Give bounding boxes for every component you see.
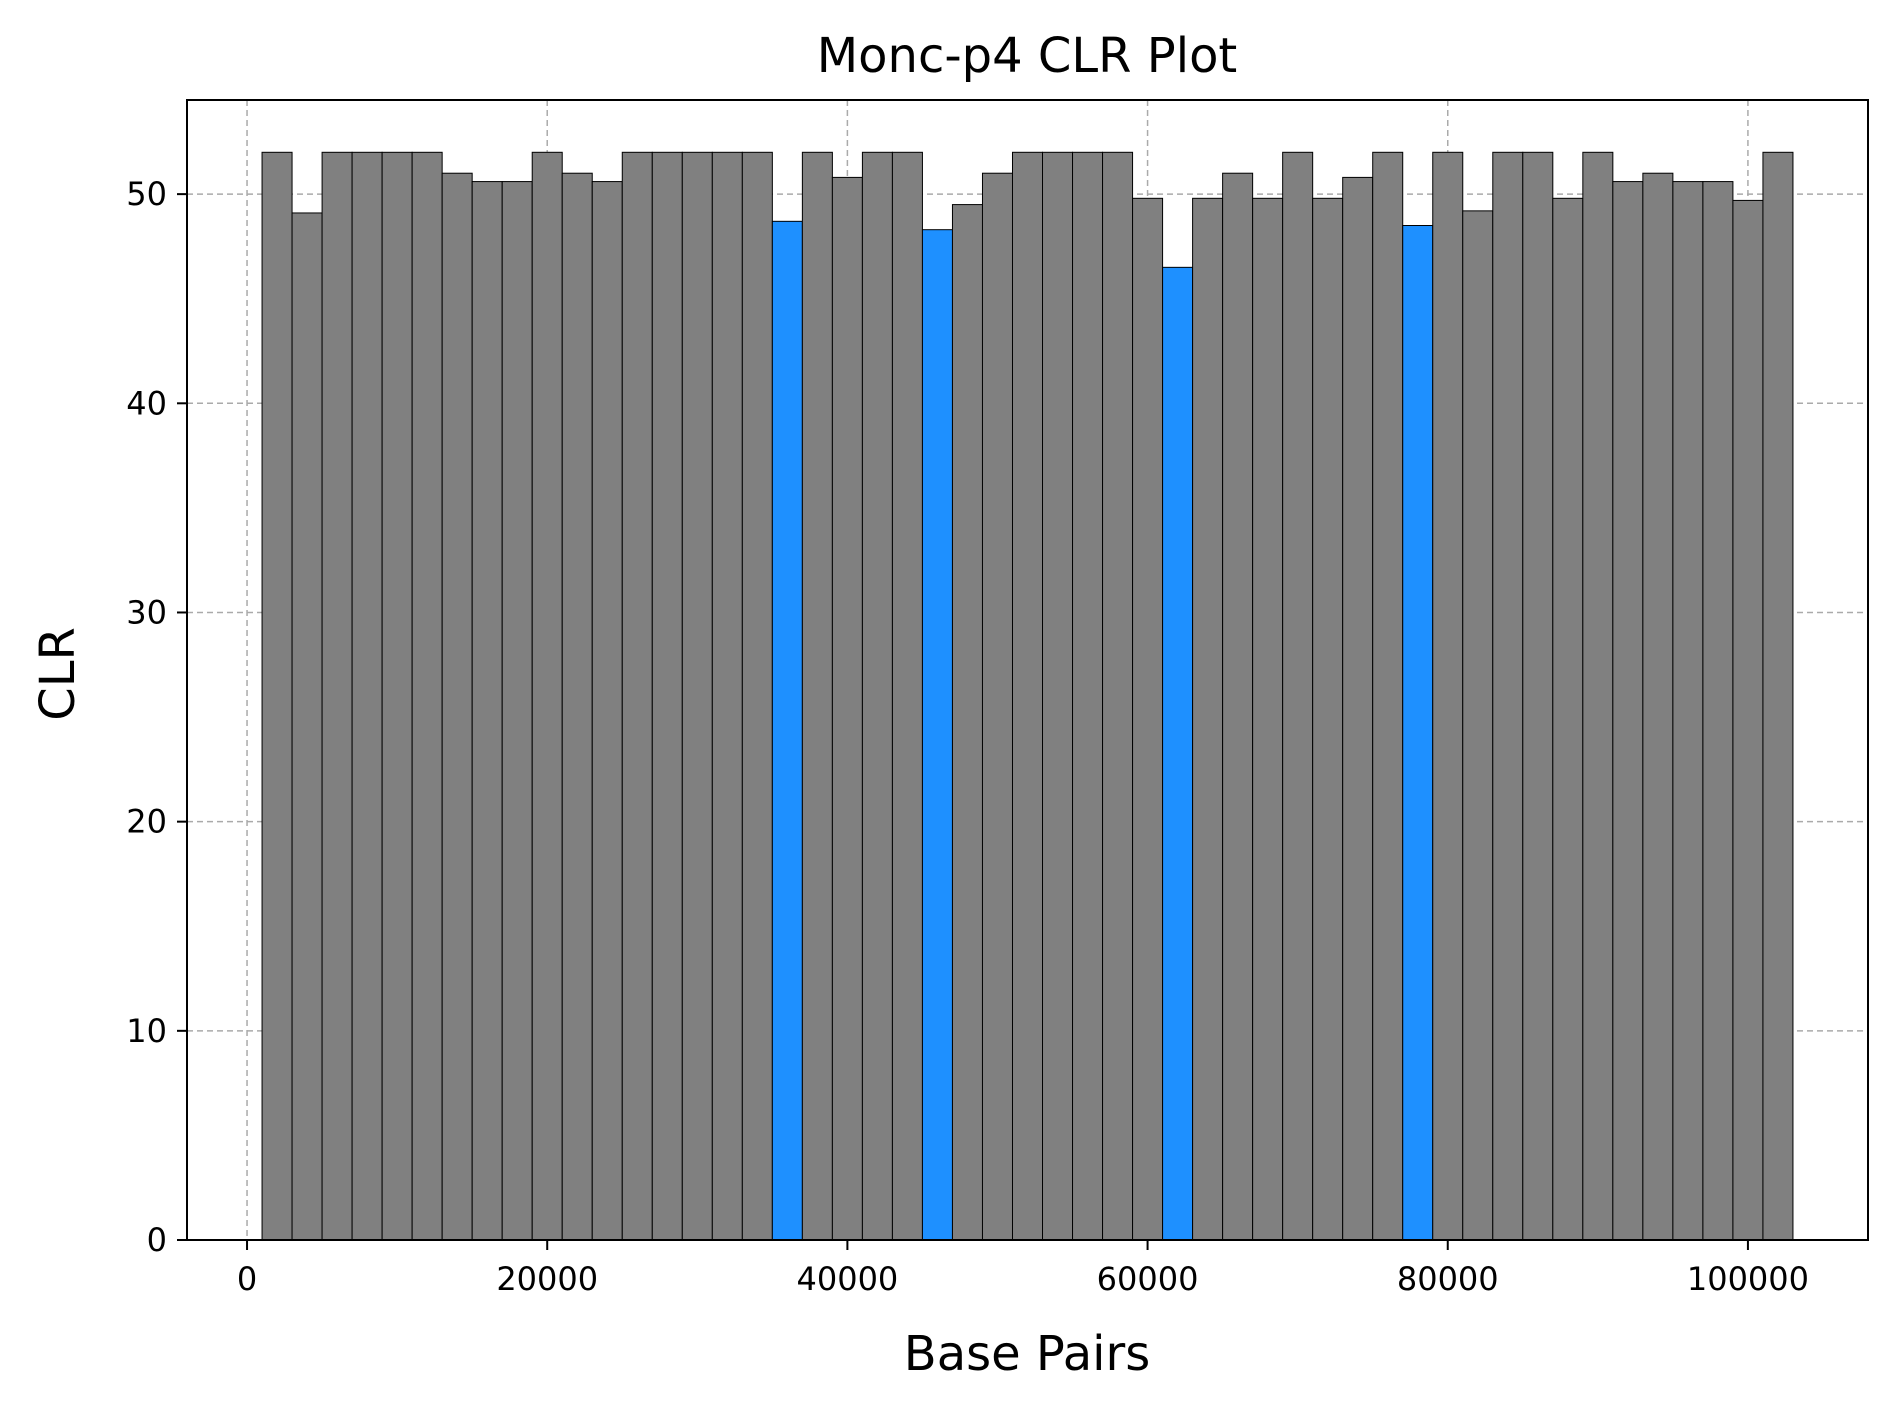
bar xyxy=(1432,151,1464,1241)
bar xyxy=(261,151,293,1241)
y-tick-label: 20 xyxy=(126,803,167,841)
bar xyxy=(711,151,743,1241)
bar xyxy=(1582,151,1614,1241)
bar xyxy=(291,212,323,1241)
x-axis-ticks: 0 20000 40000 60000 80000 100000 xyxy=(237,1240,1809,1298)
x-tick-label: 0 xyxy=(237,1260,257,1298)
bar xyxy=(1011,151,1044,1241)
bar xyxy=(1372,151,1404,1241)
bar-highlighted xyxy=(921,229,953,1241)
bar xyxy=(561,172,593,1241)
y-axis-label: CLR xyxy=(30,627,86,721)
x-tick-label: 100000 xyxy=(1687,1260,1809,1298)
bar xyxy=(411,151,443,1241)
bar xyxy=(651,151,683,1241)
bar-highlighted xyxy=(1162,266,1194,1241)
bar xyxy=(1192,197,1224,1241)
bar xyxy=(1522,151,1554,1241)
bar xyxy=(381,151,413,1241)
bar xyxy=(501,181,533,1241)
bar xyxy=(1342,176,1374,1241)
bar xyxy=(621,151,653,1241)
x-tick-label: 20000 xyxy=(496,1260,598,1298)
bar-highlighted xyxy=(1402,225,1434,1241)
bar xyxy=(1132,197,1164,1241)
bar xyxy=(471,181,503,1241)
y-tick-label: 40 xyxy=(126,384,167,422)
bar xyxy=(1492,151,1524,1241)
bar xyxy=(801,151,833,1241)
bar xyxy=(321,151,353,1241)
bar xyxy=(1102,151,1134,1241)
x-tick-label: 40000 xyxy=(796,1260,898,1298)
bar xyxy=(531,151,563,1241)
bar-highlighted xyxy=(771,220,803,1241)
bar xyxy=(1042,151,1074,1241)
bar xyxy=(1732,199,1764,1241)
bar xyxy=(1222,172,1254,1241)
bar xyxy=(1702,181,1734,1241)
chart-title: Monc-p4 CLR Plot xyxy=(817,28,1238,84)
bar xyxy=(831,176,863,1241)
bar xyxy=(1762,151,1794,1241)
y-tick-label: 50 xyxy=(126,175,167,213)
bar xyxy=(1612,181,1644,1241)
bar xyxy=(891,151,923,1241)
bar xyxy=(351,151,383,1241)
bar xyxy=(1252,197,1284,1241)
bars xyxy=(261,151,1794,1241)
y-tick-label: 10 xyxy=(126,1012,167,1050)
x-axis-label: Base Pairs xyxy=(904,1326,1150,1382)
bar xyxy=(1072,151,1104,1241)
bar xyxy=(1462,210,1494,1241)
y-tick-label: 30 xyxy=(126,593,167,631)
x-tick-label: 80000 xyxy=(1397,1260,1499,1298)
y-axis-ticks: 0 10 20 30 40 50 xyxy=(126,175,187,1259)
x-tick-label: 60000 xyxy=(1097,1260,1199,1298)
bar xyxy=(441,172,473,1241)
bar xyxy=(1552,197,1584,1241)
plot-area-frame xyxy=(186,99,1869,1241)
bar xyxy=(951,204,983,1241)
bar xyxy=(1282,151,1314,1241)
bar xyxy=(1312,197,1344,1241)
bar xyxy=(741,151,773,1241)
bar xyxy=(861,151,893,1241)
y-tick-label: 0 xyxy=(147,1221,167,1259)
bar xyxy=(591,181,623,1241)
bar xyxy=(1672,181,1704,1241)
bar xyxy=(1642,172,1674,1241)
bar xyxy=(981,172,1013,1241)
bar xyxy=(681,151,713,1241)
